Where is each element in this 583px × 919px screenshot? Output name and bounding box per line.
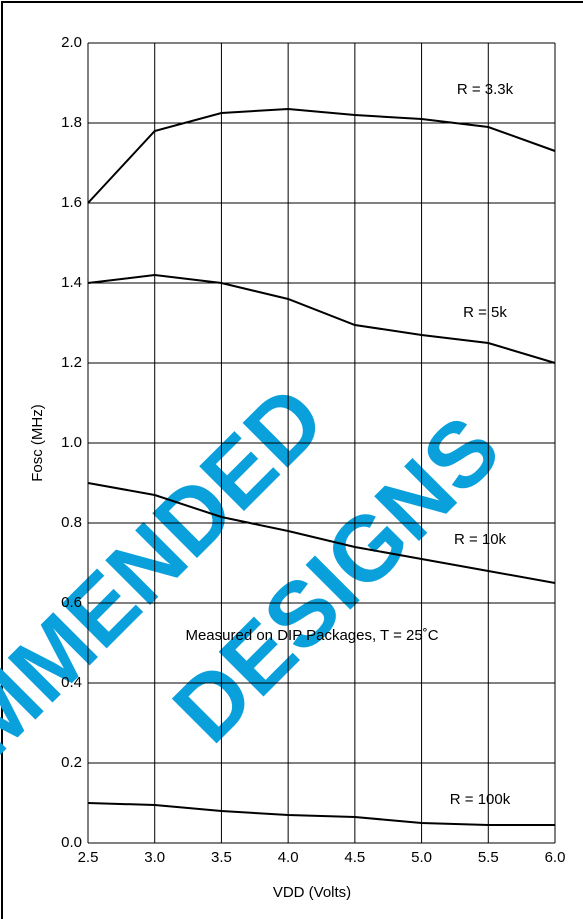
x-tick-label: 5.5 — [478, 849, 499, 866]
y-tick-label: 0.4 — [61, 674, 82, 691]
series-line — [87, 273, 556, 364]
x-tick-label: 4.0 — [278, 849, 299, 866]
x-tick-label: 3.5 — [211, 849, 232, 866]
series-line — [87, 107, 556, 204]
x-tick-label: 3.0 — [144, 849, 165, 866]
y-tick-label: 0.6 — [61, 594, 82, 611]
y-tick-label: 1.4 — [61, 274, 82, 291]
series-label: R = 10k — [454, 531, 507, 548]
y-tick-label: 0.8 — [61, 514, 82, 531]
x-tick-label: 4.5 — [344, 849, 365, 866]
annotation: Measured on DIP Packages, T = 25˚C — [185, 627, 438, 644]
x-tick-label: 5.0 — [411, 849, 432, 866]
series-line — [87, 802, 555, 826]
series-line — [87, 482, 556, 584]
series-label: R = 3.3k — [457, 81, 514, 98]
series-label: R = 100k — [450, 791, 511, 808]
y-axis-label: Fosc (MHz) — [29, 404, 46, 482]
y-tick-label: 1.6 — [61, 194, 82, 211]
y-tick-label: 0.0 — [61, 834, 82, 851]
x-tick-label: 2.5 — [78, 849, 99, 866]
y-tick-label: 1.2 — [61, 354, 82, 371]
y-tick-label: 1.0 — [61, 434, 82, 451]
y-tick-label: 0.2 — [61, 754, 82, 771]
series-label: R = 5k — [463, 304, 507, 321]
x-tick-label: 6.0 — [545, 849, 566, 866]
y-tick-label: 1.8 — [61, 114, 82, 131]
y-tick-label: 2.0 — [61, 34, 82, 51]
x-axis-label: VDD (Volts) — [273, 884, 351, 901]
